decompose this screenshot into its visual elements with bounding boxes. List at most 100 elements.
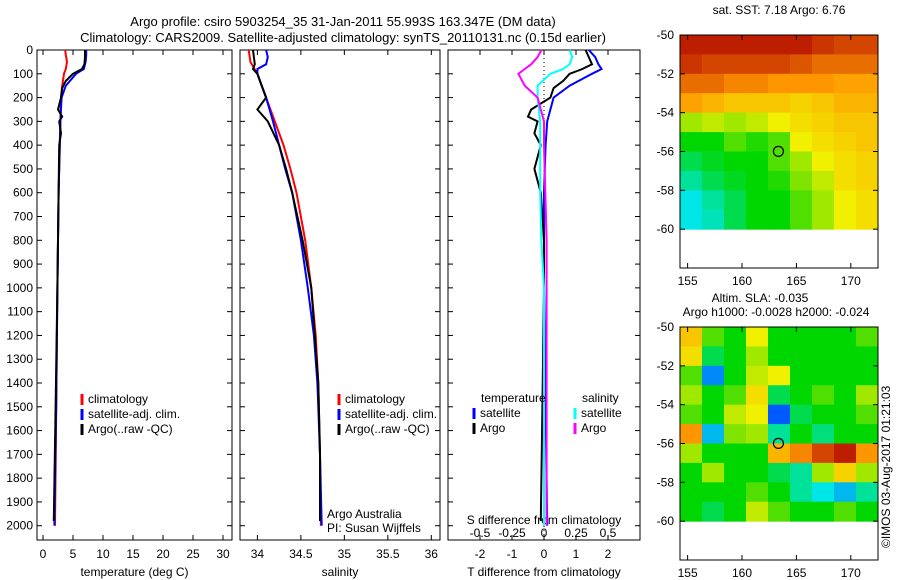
lat-tick-label: -50 [657,28,675,42]
heatmap-cell [789,35,813,55]
heatmap-cell [811,190,835,211]
y-tick-label: 500 [13,162,33,176]
heatmap-cell [745,365,769,386]
heatmap-cell [833,73,857,94]
lat-tick-label: -58 [657,183,675,197]
y-tick-label: 800 [13,233,33,247]
heatmap-cell [680,151,703,172]
y-tick-label: 0 [26,43,33,57]
heatmap-cell [745,462,769,483]
lon-tick-label: 165 [786,274,806,288]
heatmap-cell [701,209,725,230]
heatmap-cell [811,424,835,444]
heatmap-cell [767,132,791,152]
heatmap-cell [701,132,725,152]
heatmap-cell [745,443,769,464]
panel-salinity: 34 34.5 35 35.5 36 salinity climatologysatelli… [239,49,441,579]
heatmap-cell [745,385,769,406]
figure-title-line1: Argo profile: csiro 5903254_35 31-Jan-20… [130,14,555,29]
heatmap-cell [745,151,769,172]
heatmap-cell [789,385,813,406]
heatmap-cell [745,327,769,347]
y-tick-label: 1200 [6,328,33,342]
series-line-argo [526,49,594,522]
heatmap-cell [789,462,813,483]
heatmap-cell [811,365,835,386]
heatmap-cell [789,404,813,425]
lat-tick-label: -52 [657,359,675,373]
x-tick-label: 35.5 [376,547,400,561]
heatmap-cell [855,190,879,211]
series-line-satellite [536,49,574,526]
y-tick-label: 700 [13,210,33,224]
heatmap-cell [723,132,747,152]
legend-entry: satellite-adj. clim. [88,407,180,421]
x-tick-label: 10 [96,547,110,561]
heatmap-cell [833,209,857,230]
heatmap-cell [811,112,835,133]
heatmap-cell [767,170,791,191]
x-tick-label: 1 [573,547,580,561]
heatmap-cell [701,170,725,191]
heatmap-cell [745,112,769,133]
heatmap-cell [745,170,769,191]
lat-tick-label: -58 [657,475,675,489]
y-tick-label: 400 [13,138,33,152]
heatmap-cell [855,501,879,522]
heatmap-cell [789,132,813,152]
heatmap-cell [833,385,857,406]
y-tick-label: 1400 [6,376,33,390]
lon-tick-label: 155 [678,566,698,580]
series-line-argo [517,49,548,526]
heatmap-cell [767,73,791,94]
x-tick-label: -2 [475,547,486,561]
heatmap-cell [723,346,747,367]
heatmap-cell [723,327,747,347]
heatmap-cell [723,209,747,230]
imos-stamp: ©IMOS 03-Aug-2017 01:21:03 [879,385,893,548]
lat-tick-label: -60 [657,514,675,528]
heatmap-cell [855,54,879,75]
heatmap-cell [680,365,703,386]
y-tick-label: 1500 [6,400,33,414]
heatmap-cell [855,73,879,94]
heatmap-cell [811,385,835,406]
heatmap-cell [789,112,813,133]
y-tick-label: 300 [13,114,33,128]
heatmap-cell [745,501,769,522]
lon-tick-label: 160 [732,274,752,288]
heatmap-cell [723,482,747,503]
heatmap-cell [833,346,857,367]
s-tick-label: -0.25 [498,526,526,540]
heatmap-cell [723,424,747,444]
y-tick-label: 2000 [6,519,33,533]
heatmap-cell [811,93,835,114]
heatmap-cell [789,424,813,444]
legend-title-salinity: salinity [582,391,619,405]
heatmap-cell [855,385,879,406]
heatmap-cell [723,112,747,133]
lon-tick-label: 165 [786,566,806,580]
heatmap-cell [723,501,747,522]
heatmap-cell [767,482,791,503]
heatmap-cell [723,54,747,75]
heatmap-cell [789,501,813,522]
heatmap-cell [723,151,747,172]
heatmap-cell [855,327,879,347]
heatmap-cell [811,462,835,483]
heatmap-cell [789,190,813,211]
heatmap-cell [723,443,747,464]
heatmap-cell [789,346,813,367]
heatmap-cell [789,170,813,191]
heatmap-cell [811,209,835,230]
heatmap-cell [855,424,879,444]
heatmap-cell [789,54,813,75]
x-tick-label: 35 [338,547,352,561]
heatmap-cell [745,93,769,114]
legend-entry: Argo(..raw -QC) [88,422,173,436]
lat-tick-label: -60 [657,222,675,236]
heatmap-cell [680,170,703,191]
heatmap-cell [767,93,791,114]
heatmap-cell [701,482,725,503]
heatmap-cell [811,151,835,172]
